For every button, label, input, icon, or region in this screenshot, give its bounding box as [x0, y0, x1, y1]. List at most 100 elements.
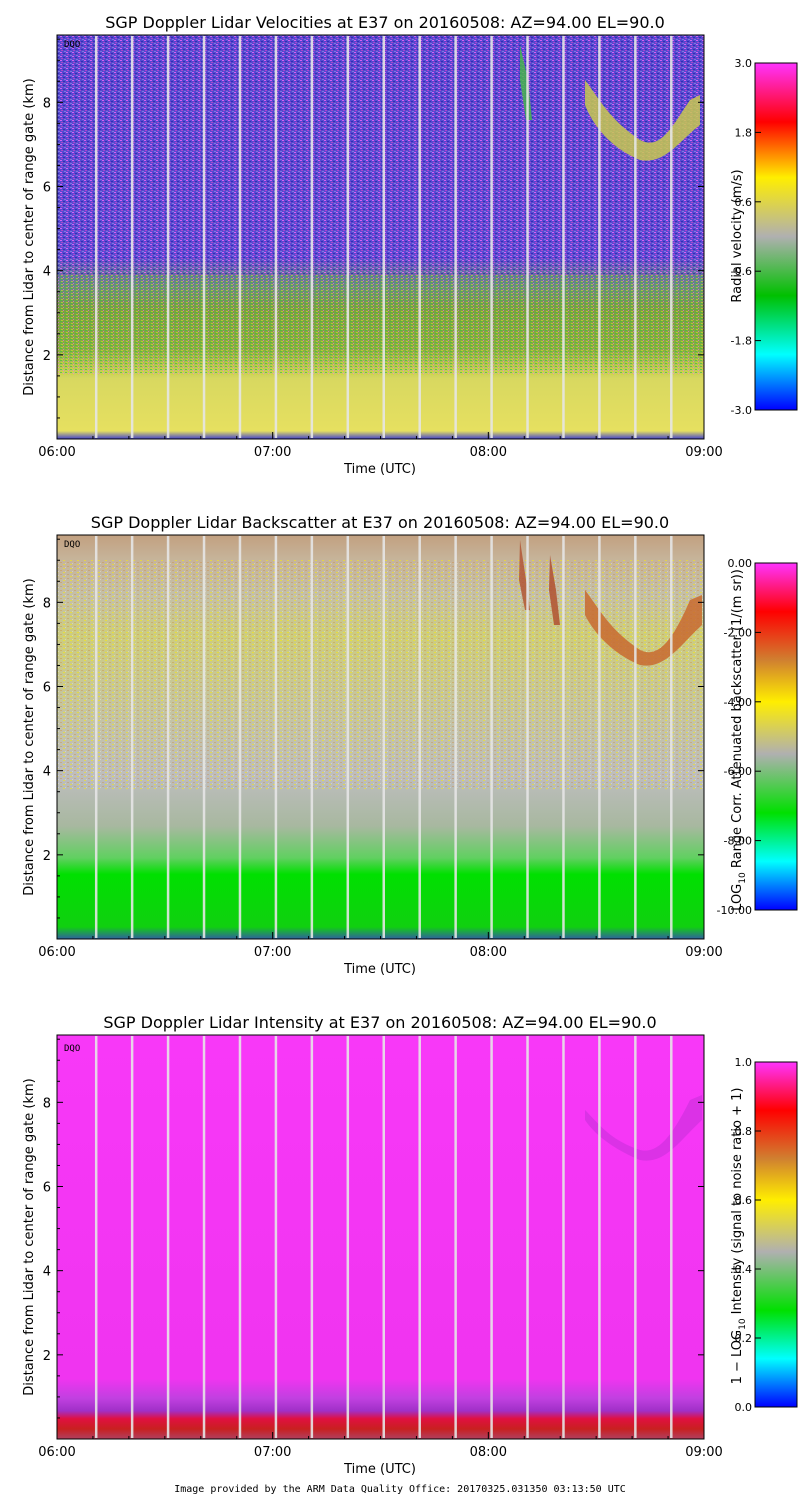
x-axis-label: Time (UTC)	[343, 462, 416, 477]
colorbar-tick-label: -6.00	[724, 765, 752, 778]
x-tick-label: 07:00	[254, 945, 291, 960]
colorbar-tick-label: -3.0	[731, 404, 752, 417]
data-gap-line	[346, 36, 350, 438]
data-gap-line	[346, 536, 350, 938]
data-gap-line	[274, 536, 278, 938]
y-axis: 2 4 6 8	[43, 538, 704, 919]
colorbar-tick-label: 0.6	[735, 1194, 753, 1207]
noise-overlay	[57, 560, 704, 790]
colorbar-tick-label: 0.8	[735, 1125, 753, 1138]
y-tick-label: 2	[43, 1349, 51, 1364]
data-gap-line	[562, 36, 565, 438]
x-tick-label: 08:00	[470, 445, 507, 460]
data-gap-line	[526, 536, 529, 938]
chart-title: SGP Doppler Lidar Backscatter at E37 on …	[91, 513, 669, 532]
data-gap-line	[562, 536, 565, 938]
data-gap-line	[418, 36, 421, 438]
data-gap-line	[94, 1036, 98, 1438]
data-gap-line	[238, 36, 242, 438]
y-tick-label: 6	[43, 681, 51, 696]
chart-title: SGP Doppler Lidar Intensity at E37 on 20…	[103, 1013, 656, 1032]
data-gap-line	[598, 36, 601, 438]
x-tick-label: 08:00	[470, 1445, 507, 1460]
y-tick-label: 4	[43, 265, 51, 280]
colorbar-tick-label: -4.00	[724, 696, 752, 709]
data-gap-line	[562, 1036, 565, 1438]
data-gap-line	[310, 536, 314, 938]
x-tick-label: 08:00	[470, 945, 507, 960]
data-gap-line	[130, 536, 134, 938]
data-gap-line	[526, 36, 529, 438]
data-gap-line	[418, 1036, 421, 1438]
colorbar-label-rest: Range Corr. Attenuated backscatter (1/(m…	[730, 569, 745, 872]
cloud-feature	[585, 1095, 702, 1161]
colorbar-ticks: 1.0 0.8 0.6 0.4 0.2 0.0	[735, 1056, 761, 1414]
colorbar-label: Radial velocity (m/s)	[730, 169, 745, 302]
data-gap-line	[454, 536, 457, 938]
data-gap-line	[238, 1036, 242, 1438]
y-tick-label: 8	[43, 1096, 51, 1111]
y-axis-label: Distance from Lidar to center of range g…	[22, 1078, 37, 1395]
colorbar-label-log: 1 − LOG	[730, 1330, 745, 1385]
data-gap-line	[598, 1036, 601, 1438]
x-tick-label: 09:00	[685, 1445, 722, 1460]
x-tick-label: 06:00	[38, 1445, 75, 1460]
dqo-flag: DQO	[64, 1044, 80, 1054]
cloud-streak	[549, 555, 560, 625]
data-gap-line	[166, 36, 170, 438]
colorbar-tick-label: 3.0	[735, 57, 753, 70]
data-gap-lines	[94, 536, 673, 938]
data-gap-line	[94, 36, 98, 438]
data-gap-line	[202, 536, 206, 938]
data-gap-line	[166, 1036, 170, 1438]
x-axis: 06:00 07:00 08:00 09:00	[38, 1432, 723, 1460]
data-gap-line	[310, 1036, 314, 1438]
cloud-streak	[520, 45, 532, 120]
data-gap-line	[454, 1036, 457, 1438]
data-gap-line	[346, 1036, 350, 1438]
colorbar-label-rest: Intensity (signal to noise ratio + 1)	[730, 1088, 745, 1319]
data-gap-line	[274, 1036, 278, 1438]
x-tick-label: 07:00	[254, 445, 291, 460]
y-tick-label: 6	[43, 181, 51, 196]
data-gap-line	[382, 536, 385, 938]
colorbar-label-subscript: 10	[738, 1318, 748, 1330]
data-gap-line	[382, 36, 385, 438]
y-tick-label: 4	[43, 765, 51, 780]
colorbar-label: LOG10 Range Corr. Attenuated backscatter…	[730, 569, 748, 911]
x-tick-label: 06:00	[38, 445, 75, 460]
data-gap-line	[382, 1036, 385, 1438]
data-gap-line	[634, 536, 637, 938]
x-tick-label: 06:00	[38, 945, 75, 960]
data-gap-line	[238, 536, 242, 938]
data-gap-lines	[94, 1036, 673, 1438]
panel-velocities: SGP Doppler Lidar Velocities at E37 on 2…	[22, 13, 798, 477]
data-gap-line	[130, 36, 134, 438]
data-gap-line	[598, 536, 601, 938]
data-gap-line	[634, 1036, 637, 1438]
y-tick-label: 2	[43, 349, 51, 364]
x-tick-label: 09:00	[685, 445, 722, 460]
data-gap-line	[418, 536, 421, 938]
data-gap-line	[670, 1036, 673, 1438]
boundary-layer-overlay	[57, 275, 704, 375]
colorbar-tick-label: 1.8	[735, 126, 753, 139]
x-axis: 06:00 07:00 08:00 09:00	[38, 432, 723, 460]
colorbar-label-log: LOG	[730, 884, 745, 911]
chart-title: SGP Doppler Lidar Velocities at E37 on 2…	[105, 13, 665, 32]
data-gap-lines	[94, 36, 673, 438]
colorbar-tick-label: -0.6	[731, 265, 752, 278]
colorbar-label: 1 − LOG10 Intensity (signal to noise rat…	[730, 1088, 748, 1385]
y-tick-label: 8	[43, 96, 51, 111]
noise-overlay	[57, 35, 704, 275]
x-axis: 06:00 07:00 08:00 09:00	[38, 932, 723, 960]
colorbar-tick-label: -8.00	[724, 835, 752, 848]
colorbar-tick-label: 1.0	[735, 1056, 753, 1069]
data-gap-line	[274, 36, 278, 438]
data-gap-line	[166, 536, 170, 938]
colorbar-label-subscript: 10	[738, 872, 748, 884]
y-tick-label: 4	[43, 1265, 51, 1280]
colorbar-ticks: 0.00 -2.00 -4.00 -6.00 -8.00 -10.00	[717, 557, 761, 917]
data-gap-line	[94, 536, 98, 938]
data-gap-line	[670, 36, 673, 438]
